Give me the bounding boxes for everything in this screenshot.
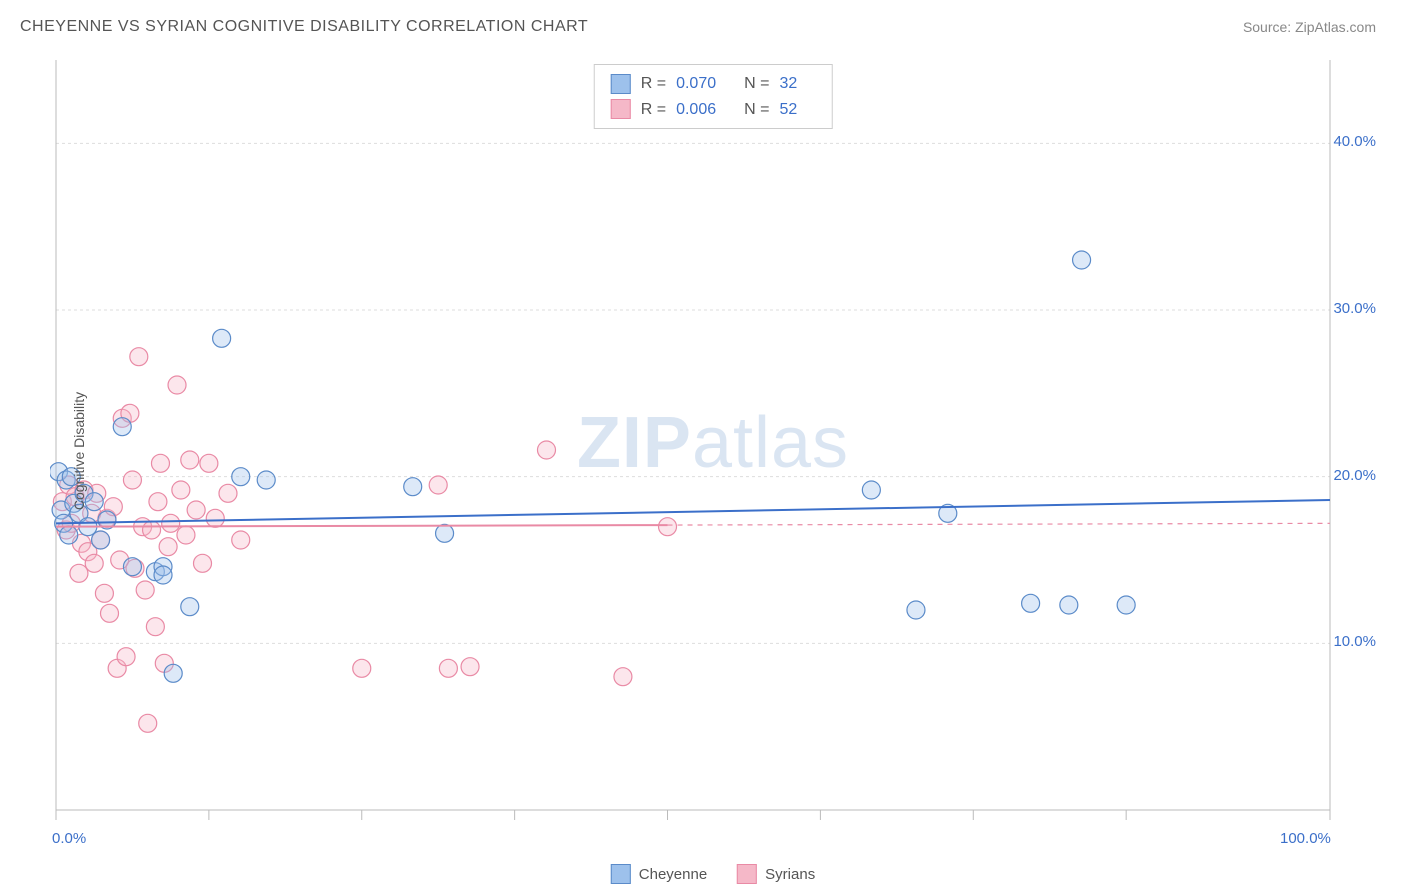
x-tick-label: 0.0% bbox=[52, 830, 86, 847]
x-tick-label: 100.0% bbox=[1280, 830, 1331, 847]
y-tick-label: 40.0% bbox=[1333, 133, 1376, 150]
stats-row-cheyenne: R = 0.070 N = 32 bbox=[611, 71, 816, 97]
chart-container: Cognitive Disability ZIPatlas R = 0.070 … bbox=[50, 60, 1376, 842]
legend-item-syrians: Syrians bbox=[737, 864, 815, 884]
y-axis-label: Cognitive Disability bbox=[71, 392, 87, 510]
y-tick-label: 30.0% bbox=[1333, 300, 1376, 317]
scatter-plot bbox=[50, 60, 1376, 842]
series-legend: Cheyenne Syrians bbox=[611, 864, 815, 884]
stats-legend: R = 0.070 N = 32 R = 0.006 N = 52 bbox=[594, 64, 833, 129]
y-tick-label: 10.0% bbox=[1333, 633, 1376, 650]
source-label: Source: ZipAtlas.com bbox=[1243, 19, 1376, 35]
swatch-cheyenne-icon bbox=[611, 864, 631, 884]
chart-title: CHEYENNE VS SYRIAN COGNITIVE DISABILITY … bbox=[20, 18, 588, 36]
stats-row-syrians: R = 0.006 N = 52 bbox=[611, 97, 816, 123]
swatch-syrians-icon bbox=[737, 864, 757, 884]
y-tick-label: 20.0% bbox=[1333, 467, 1376, 484]
swatch-cheyenne bbox=[611, 74, 631, 94]
legend-item-cheyenne: Cheyenne bbox=[611, 864, 707, 884]
swatch-syrians bbox=[611, 99, 631, 119]
